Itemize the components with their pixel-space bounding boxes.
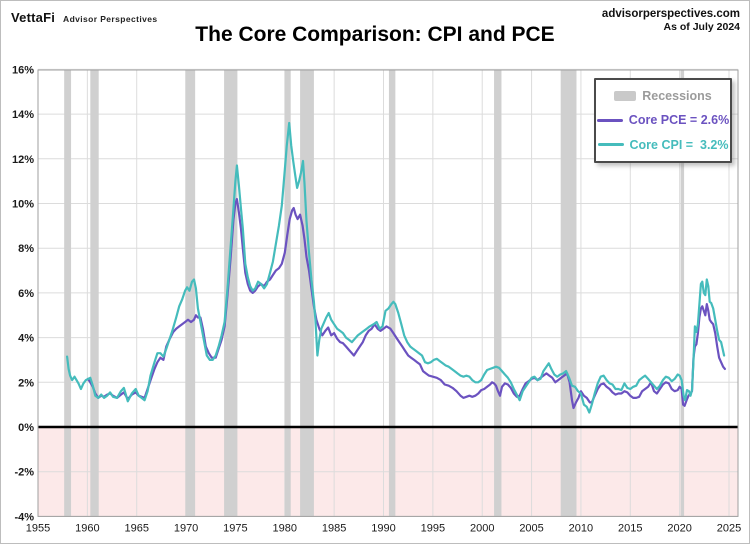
recession-bar bbox=[494, 70, 502, 517]
vettafi-logo: VettaFi bbox=[11, 10, 56, 25]
legend-label-core-cpi: Core CPI = 3.2% bbox=[629, 137, 729, 152]
x-tick-label: 2025 bbox=[717, 522, 741, 534]
x-axis-labels: 1955 1960 1965 1970 1975 1980 1985 1990 1995 2000… bbox=[26, 522, 741, 534]
page-title: The Core Comparison: CPI and PCE bbox=[195, 23, 555, 46]
x-tick-label: 1970 bbox=[174, 522, 198, 534]
x-tick-label: 2020 bbox=[667, 522, 691, 534]
series-lines bbox=[65, 121, 727, 414]
legend-item-core-pce: Core PCE = 2.6% bbox=[596, 113, 730, 127]
legend-label-recessions: Recessions bbox=[642, 89, 712, 104]
core-pce-line bbox=[86, 197, 727, 410]
brand: VettaFi Advisor Perspectives bbox=[11, 10, 158, 25]
recession-bar bbox=[224, 70, 238, 517]
core-cpi-line-swatch bbox=[597, 143, 624, 147]
x-tick-label: 1990 bbox=[371, 522, 395, 534]
y-tick-label: -2% bbox=[14, 467, 34, 479]
x-tick-label: 1955 bbox=[26, 522, 50, 534]
y-tick-label: 4% bbox=[18, 333, 34, 345]
x-tick-label: 1960 bbox=[75, 522, 99, 534]
source-info: advisorperspectives.com As of July 2024 bbox=[602, 7, 740, 35]
plot-border-rect bbox=[37, 69, 739, 517]
y-tick-label: 16% bbox=[12, 64, 34, 76]
recession-bar bbox=[560, 70, 577, 517]
x-tick-label: 1985 bbox=[322, 522, 346, 534]
legend-label-core-pce: Core PCE = 2.6% bbox=[628, 113, 730, 128]
recession-swatch bbox=[614, 91, 637, 102]
y-tick-label: 12% bbox=[12, 154, 34, 166]
recession-bar bbox=[284, 70, 291, 517]
y-tick-label: 0% bbox=[18, 422, 34, 434]
core-cpi-line bbox=[65, 121, 726, 414]
recession-bar bbox=[680, 70, 685, 517]
x-tick-label: 2010 bbox=[569, 522, 593, 534]
x-tick-label: 1995 bbox=[421, 522, 445, 534]
legend-item-core-cpi: Core CPI = 3.2% bbox=[596, 138, 730, 152]
site-url: advisorperspectives.com bbox=[601, 8, 740, 20]
y-axis-labels: 16% 14% 12% 10% 8% 6% 4% 2% 0% -2% -4% bbox=[12, 64, 34, 523]
legend-item-recessions: Recessions bbox=[596, 89, 730, 103]
legend: Recessions Core PCE = 2.6% Core CPI = 3.… bbox=[594, 78, 732, 163]
recession-bar bbox=[388, 70, 396, 517]
y-tick-label: 6% bbox=[18, 288, 34, 300]
recession-bar bbox=[64, 70, 72, 517]
x-tick-label: 1975 bbox=[223, 522, 247, 534]
x-tick-label: 2005 bbox=[519, 522, 543, 534]
recession-bar bbox=[185, 70, 196, 517]
x-tick-label: 2015 bbox=[618, 522, 642, 534]
y-tick-label: 10% bbox=[12, 199, 34, 211]
plot-border bbox=[37, 69, 739, 517]
recession-bar bbox=[90, 70, 99, 517]
core-pce-line-swatch bbox=[596, 118, 623, 122]
y-tick-label: 14% bbox=[12, 109, 34, 121]
as-of-date: As of July 2024 bbox=[663, 21, 740, 34]
x-tick-label: 2000 bbox=[470, 522, 494, 534]
y-tick-label: -4% bbox=[14, 511, 34, 523]
x-tick-label: 1980 bbox=[273, 522, 297, 534]
brand-subtitle: Advisor Perspectives bbox=[63, 14, 158, 24]
x-tick-label: 1965 bbox=[124, 522, 148, 534]
y-tick-label: 2% bbox=[18, 377, 34, 389]
y-tick-label: 8% bbox=[18, 243, 34, 255]
